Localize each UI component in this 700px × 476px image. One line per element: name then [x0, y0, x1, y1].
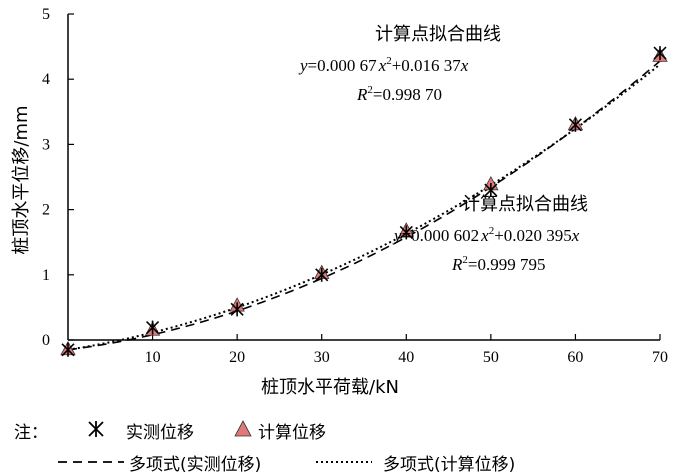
y-tick-label: 1 — [42, 267, 50, 284]
legend-asterisk-icon — [88, 421, 104, 437]
fit-annotation-2: 计算点拟合曲线 y=0.000 602 x2+0.020 395x R2=0.99… — [392, 194, 588, 274]
r-squared: R2=0.999 795 — [451, 254, 545, 274]
equation: y=0.000 602 x2+0.020 395x — [392, 225, 580, 245]
x-tick-label: 40 — [398, 349, 414, 366]
y-tick-label: 4 — [42, 71, 50, 88]
r-squared: R2=0.998 70 — [356, 84, 442, 104]
x-tick-label: 50 — [483, 349, 499, 366]
measured-point — [230, 302, 244, 317]
legend — [58, 420, 372, 463]
x-tick-label: 70 — [652, 349, 668, 366]
x-tick-label: 60 — [567, 349, 583, 366]
x-tick-label: 20 — [229, 349, 245, 366]
y-tick-label: 0 — [42, 332, 50, 349]
y-axis-label: 桩顶水平位移/mm — [11, 105, 32, 254]
x-axis-label: 桩顶水平荷载/kN — [261, 377, 399, 398]
measured-point — [146, 320, 160, 335]
measured-point — [61, 342, 75, 357]
legend-triangle-icon — [234, 420, 252, 437]
measured-point — [315, 267, 329, 282]
legend-label-measured: 实测位移 — [126, 423, 194, 443]
measured-point — [653, 46, 667, 61]
fit-curve-calculated — [67, 63, 661, 351]
legend-label-fit-calculated: 多项式(计算位移) — [383, 455, 516, 475]
annotation-title: 计算点拟合曲线 — [462, 194, 588, 215]
equation: y=0.000 67 x2+0.016 37x — [298, 55, 469, 75]
legend-label-calculated: 计算位移 — [258, 423, 326, 443]
x-tick-label: 30 — [314, 349, 330, 366]
legend-note: 注： — [14, 423, 48, 443]
y-tick-label: 5 — [42, 6, 50, 23]
measured-point — [568, 117, 582, 132]
x-tick-label: 10 — [145, 349, 161, 366]
annotation-title: 计算点拟合曲线 — [375, 24, 501, 45]
y-tick-label: 2 — [42, 202, 50, 219]
measured-point — [484, 183, 498, 198]
y-tick-label: 3 — [42, 136, 50, 153]
measured-point — [399, 225, 413, 240]
fit-annotation-1: 计算点拟合曲线 y=0.000 67 x2+0.016 37x R2=0.998 … — [298, 24, 501, 104]
legend-label-fit-measured: 多项式(实测位移) — [129, 455, 262, 475]
